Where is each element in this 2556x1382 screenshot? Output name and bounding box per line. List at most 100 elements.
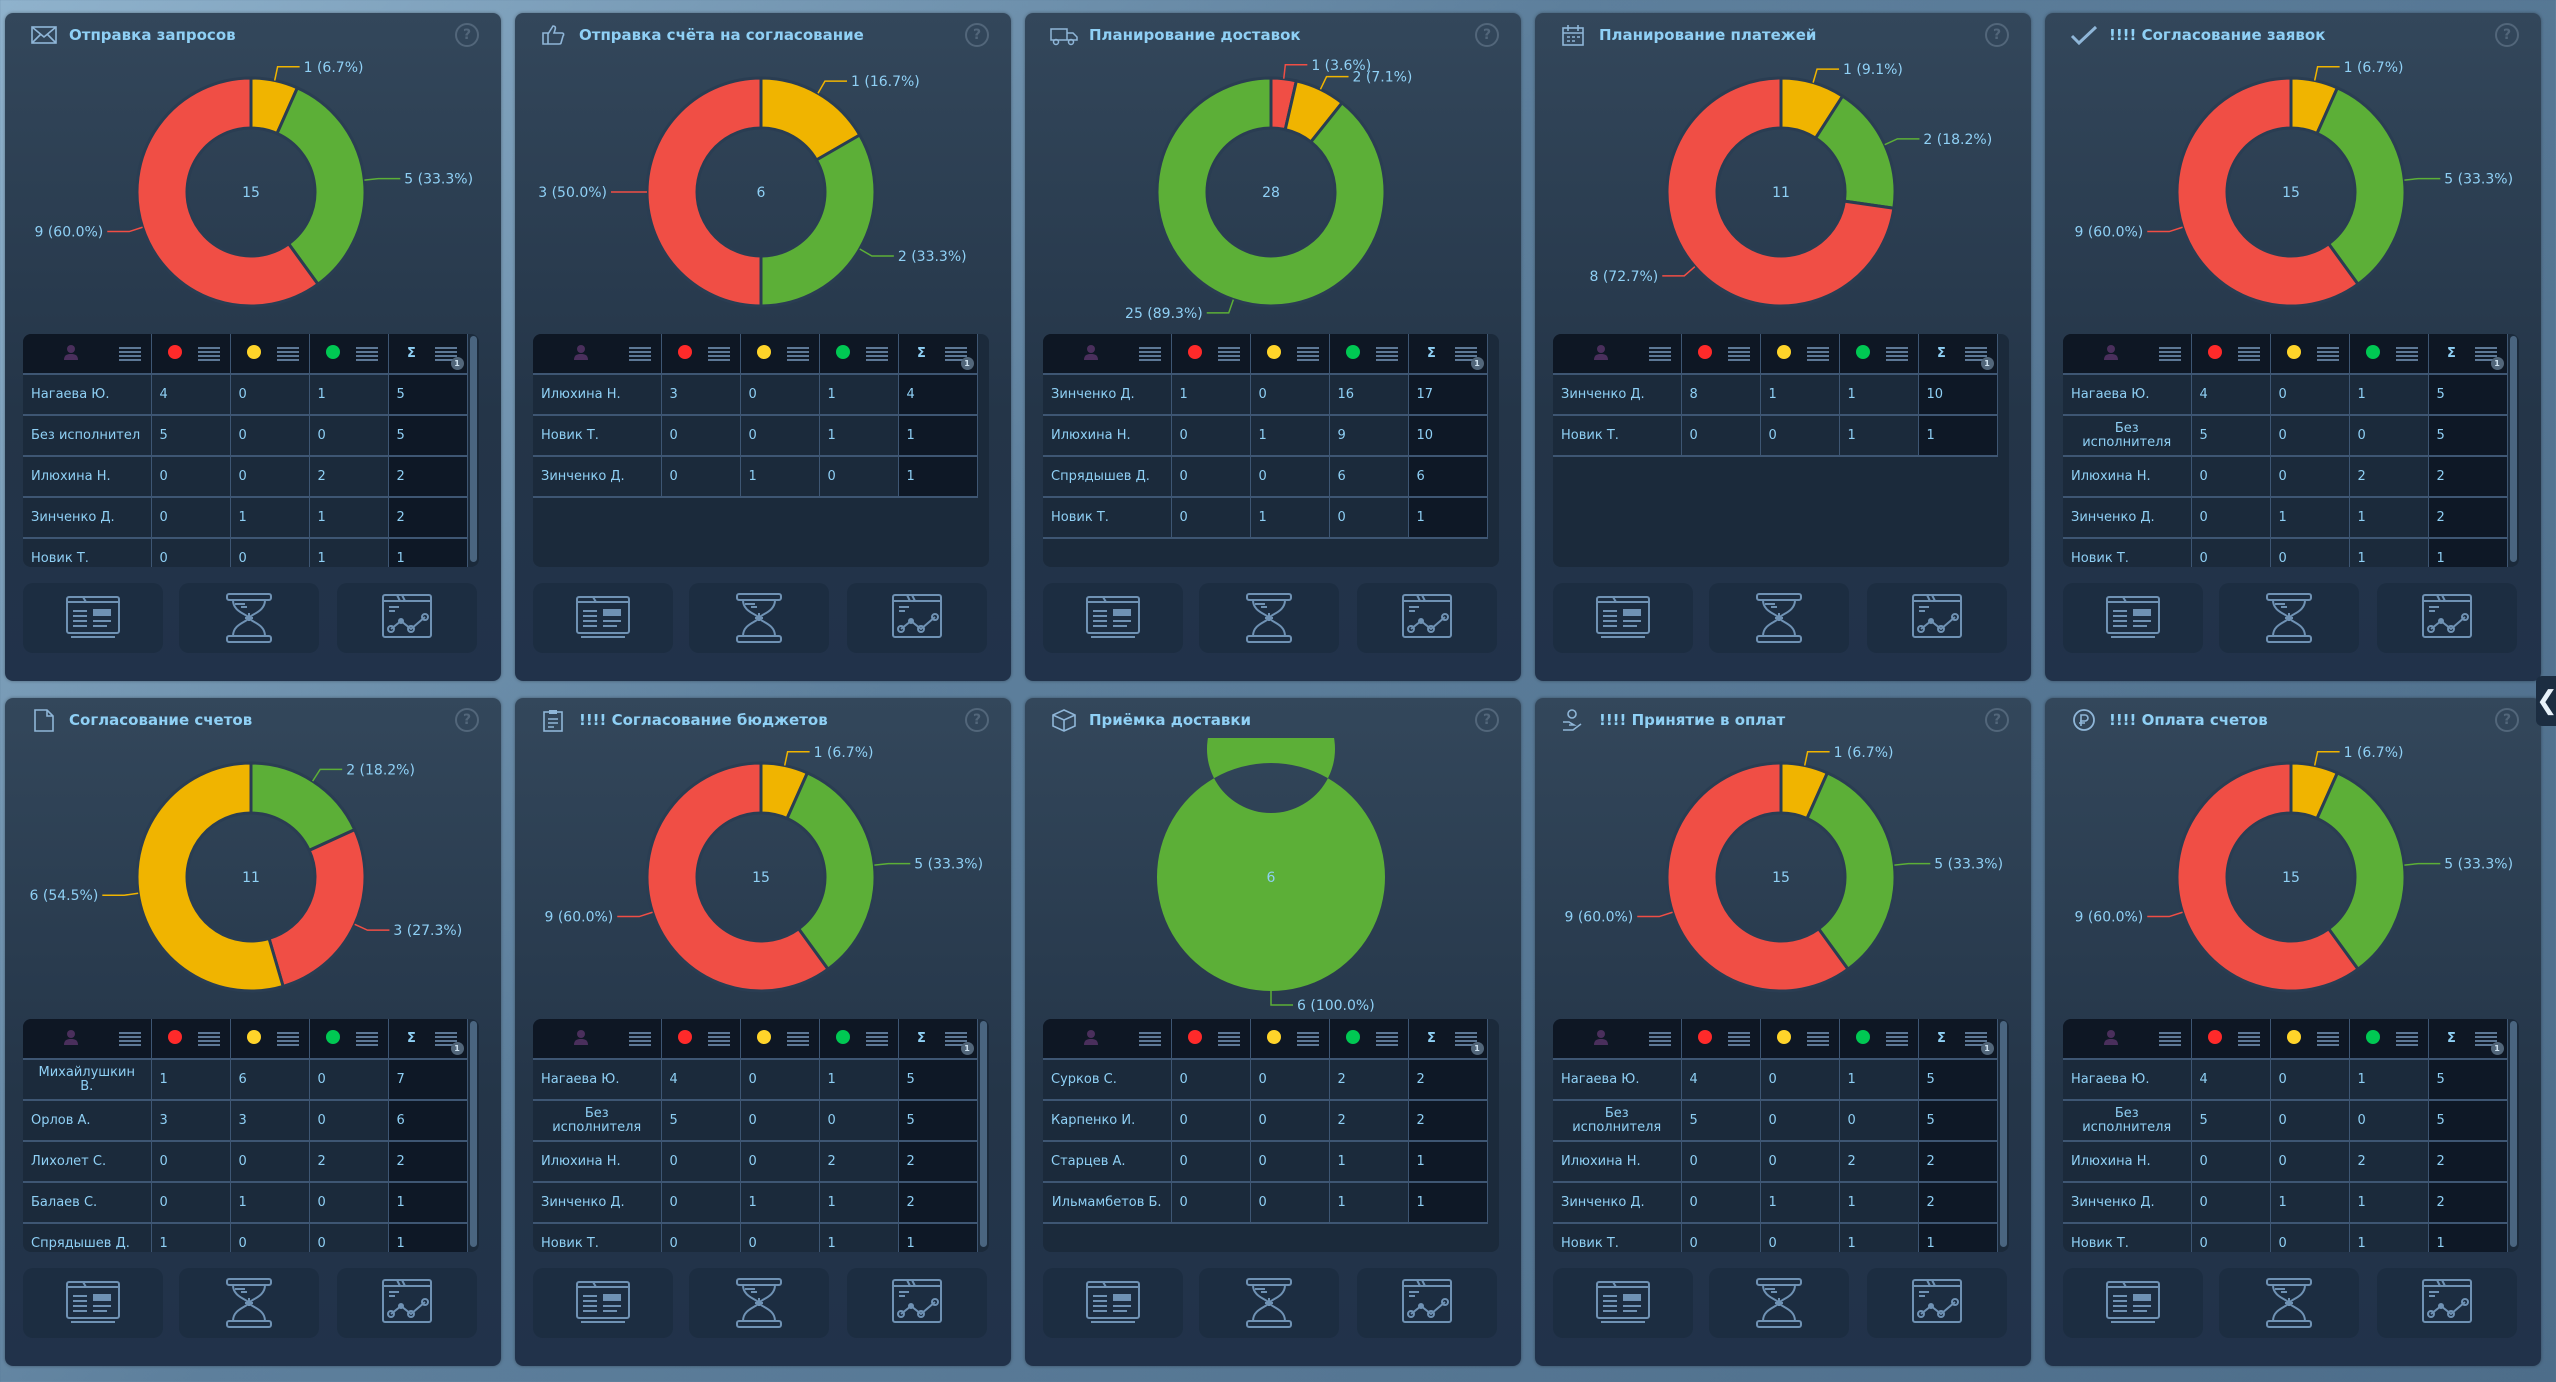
column-menu-icon[interactable]: [276, 1031, 299, 1046]
donut-segment-red[interactable]: [135, 76, 320, 308]
help-icon[interactable]: ?: [1475, 23, 1499, 47]
panel-button-hourglass[interactable]: [1199, 583, 1339, 653]
donut-segment-red[interactable]: [645, 761, 830, 993]
table-scrollbar[interactable]: [470, 336, 477, 562]
donut-segment-red[interactable]: [267, 828, 367, 988]
column-menu-icon[interactable]: [118, 1031, 141, 1046]
table-row[interactable]: Без исполнителя 5 0 0 5: [533, 1100, 978, 1142]
table-row[interactable]: Новик Т. 0 0 1 1: [2063, 538, 2508, 567]
help-icon[interactable]: ?: [455, 708, 479, 732]
column-header-person[interactable]: [23, 334, 152, 375]
sort-icon[interactable]: [1454, 346, 1477, 361]
donut-segment-green[interactable]: [1157, 738, 1385, 991]
column-header-red[interactable]: [661, 1019, 741, 1060]
column-menu-icon[interactable]: [1138, 1031, 1161, 1046]
help-icon[interactable]: ?: [455, 23, 479, 47]
donut-segment-green[interactable]: [2315, 771, 2407, 971]
column-header-green[interactable]: [819, 334, 899, 375]
panel-button-report[interactable]: [23, 1268, 163, 1338]
column-menu-icon[interactable]: [1648, 1031, 1671, 1046]
table-scrollbar[interactable]: [2510, 336, 2517, 562]
table-row[interactable]: Балаев С. 0 1 0 1: [23, 1182, 468, 1224]
column-header-yellow[interactable]: [2270, 1019, 2350, 1060]
panel-button-report[interactable]: [533, 1268, 673, 1338]
table-row[interactable]: Михайлушкин В. 1 6 0 7: [23, 1059, 468, 1101]
column-menu-icon[interactable]: [2237, 1031, 2260, 1046]
help-icon[interactable]: ?: [965, 708, 989, 732]
column-menu-icon[interactable]: [1217, 346, 1240, 361]
column-header-person[interactable]: [1043, 1019, 1172, 1060]
panel-button-hourglass[interactable]: [179, 1268, 319, 1338]
column-menu-icon[interactable]: [1296, 346, 1319, 361]
panel-button-hourglass[interactable]: [689, 1268, 829, 1338]
column-menu-icon[interactable]: [118, 346, 141, 361]
table-row[interactable]: Зинченко Д. 8 1 1 10: [1553, 374, 1998, 416]
column-header-red[interactable]: [2191, 334, 2271, 375]
donut-segment-red[interactable]: [2175, 761, 2360, 993]
table-row[interactable]: Зинченко Д. 0 1 1 2: [2063, 1182, 2508, 1224]
column-header-yellow[interactable]: [740, 1019, 820, 1060]
donut-segment-red[interactable]: [2175, 76, 2360, 308]
column-menu-icon[interactable]: [2395, 346, 2418, 361]
column-header-red[interactable]: [661, 334, 741, 375]
panel-button-report[interactable]: [533, 583, 673, 653]
panel-button-hourglass[interactable]: [2219, 1268, 2359, 1338]
table-row[interactable]: Нагаева Ю. 4 0 1 5: [2063, 374, 2508, 416]
panel-button-chart-window[interactable]: [2377, 583, 2517, 653]
sort-icon[interactable]: [1454, 1031, 1477, 1046]
donut-segment-red[interactable]: [645, 76, 763, 308]
table-row[interactable]: Лихолет С. 0 0 2 2: [23, 1141, 468, 1183]
donut-segment-green[interactable]: [1155, 76, 1387, 308]
column-menu-icon[interactable]: [865, 346, 888, 361]
panel-button-chart-window[interactable]: [847, 583, 987, 653]
panel-button-chart-window[interactable]: [337, 583, 477, 653]
help-icon[interactable]: ?: [2495, 23, 2519, 47]
column-header-person[interactable]: [1043, 334, 1172, 375]
panel-button-report[interactable]: [1553, 583, 1693, 653]
sort-icon[interactable]: [2474, 1031, 2497, 1046]
table-row[interactable]: Нагаева Ю. 4 0 1 5: [2063, 1059, 2508, 1101]
panel-button-chart-window[interactable]: [2377, 1268, 2517, 1338]
column-menu-icon[interactable]: [355, 1031, 378, 1046]
table-row[interactable]: Илюхина Н. 0 0 2 2: [2063, 1141, 2508, 1183]
panel-button-chart-window[interactable]: [1357, 583, 1497, 653]
donut-segment-red[interactable]: [1665, 761, 1850, 993]
column-menu-icon[interactable]: [628, 1031, 651, 1046]
sort-icon[interactable]: [944, 346, 967, 361]
column-header-green[interactable]: [1839, 334, 1919, 375]
column-header-red[interactable]: [1171, 334, 1251, 375]
panel-button-report[interactable]: [23, 583, 163, 653]
panel-button-report[interactable]: [1043, 1268, 1183, 1338]
column-header-person[interactable]: [533, 334, 662, 375]
column-header-green[interactable]: [1329, 334, 1409, 375]
column-menu-icon[interactable]: [628, 346, 651, 361]
table-row[interactable]: Зинченко Д. 0 1 1 2: [1553, 1182, 1998, 1224]
table-row[interactable]: Зинченко Д. 0 1 1 2: [2063, 497, 2508, 539]
column-menu-icon[interactable]: [865, 1031, 888, 1046]
panel-button-report[interactable]: [2063, 583, 2203, 653]
column-menu-icon[interactable]: [2316, 346, 2339, 361]
column-header-yellow[interactable]: [230, 1019, 310, 1060]
column-header-red[interactable]: [1681, 1019, 1761, 1060]
donut-segment-green[interactable]: [2315, 86, 2407, 286]
table-row[interactable]: Без исполнителя 5 0 0 5: [2063, 415, 2508, 457]
help-icon[interactable]: ?: [1985, 708, 2009, 732]
table-row[interactable]: Илюхина Н. 0 1 9 10: [1043, 415, 1488, 457]
column-menu-icon[interactable]: [1375, 346, 1398, 361]
panel-button-report[interactable]: [2063, 1268, 2203, 1338]
help-icon[interactable]: ?: [2495, 708, 2519, 732]
column-header-red[interactable]: [1681, 334, 1761, 375]
table-scrollbar[interactable]: [2000, 1021, 2007, 1247]
sort-icon[interactable]: [1964, 1031, 1987, 1046]
table-row[interactable]: Новик Т. 0 1 0 1: [1043, 497, 1488, 539]
column-header-person[interactable]: [2063, 334, 2192, 375]
table-row[interactable]: Сурков С. 0 0 2 2: [1043, 1059, 1488, 1101]
sort-icon[interactable]: [2474, 346, 2497, 361]
table-row[interactable]: Зинченко Д. 0 1 1 2: [533, 1182, 978, 1224]
